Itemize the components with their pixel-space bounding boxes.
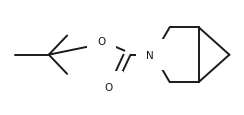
Text: N: N <box>146 50 154 60</box>
Text: O: O <box>97 37 105 47</box>
Text: O: O <box>104 82 113 92</box>
